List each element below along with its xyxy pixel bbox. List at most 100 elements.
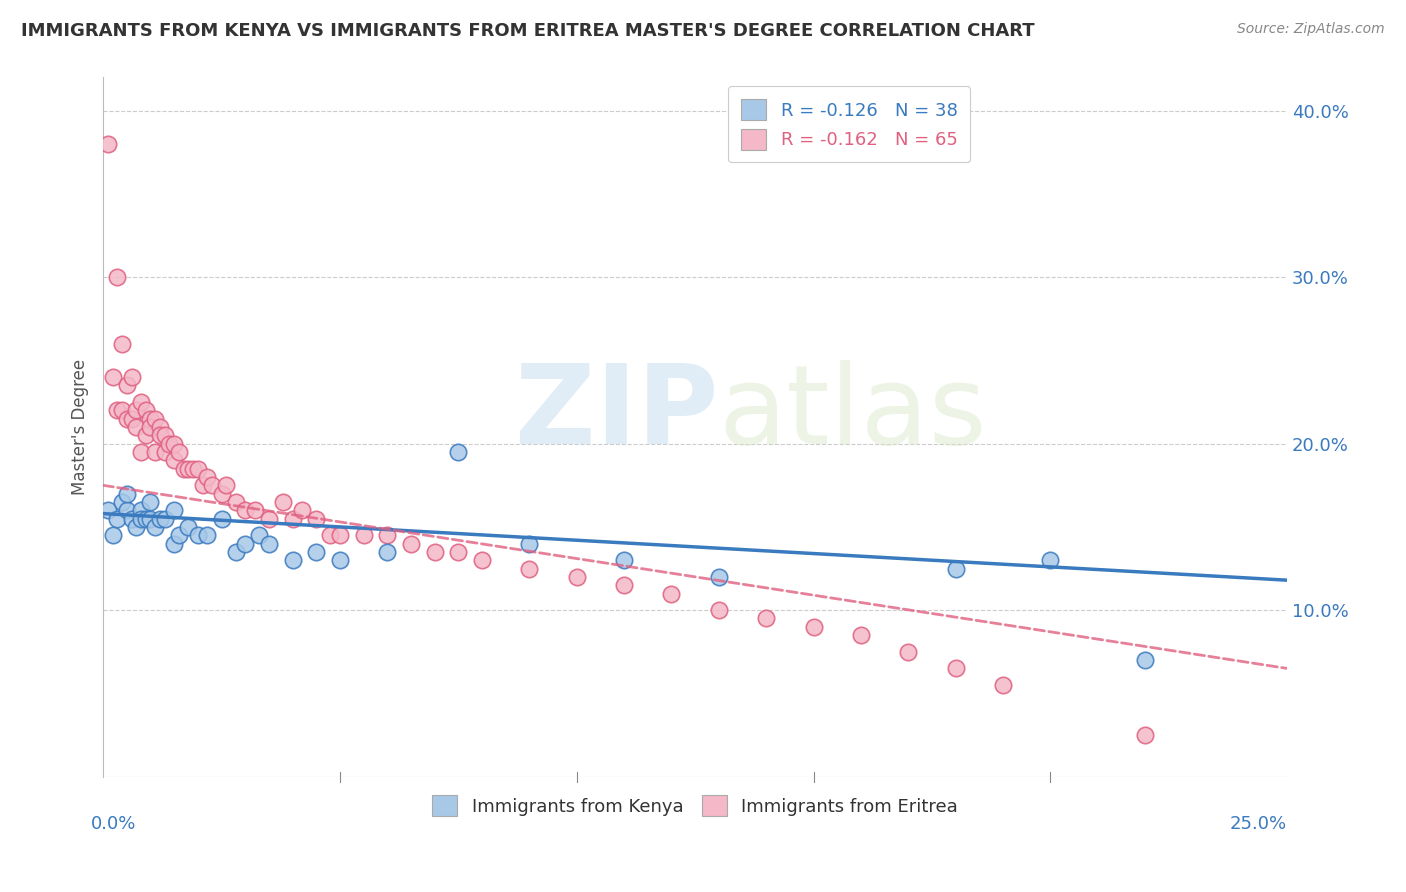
Point (129, 445, 152, 459)
Point (225, 545, 247, 559)
Point (471, 553, 494, 567)
Text: 25.0%: 25.0% (1230, 815, 1286, 833)
Point (163, 503, 186, 517)
Point (129, 395, 152, 409)
Point (755, 611, 778, 625)
Point (517, 561, 540, 575)
Point (177, 461, 200, 475)
Point (517, 536, 540, 550)
Point (375, 545, 398, 559)
Point (613, 578, 636, 592)
Point (897, 645, 920, 659)
Point (153, 445, 176, 459)
Point (945, 561, 967, 575)
Point (105, 511, 128, 525)
Point (125, 403, 148, 417)
Point (201, 478, 224, 492)
Point (129, 503, 152, 517)
Point (97, 503, 120, 517)
Y-axis label: Master's Degree: Master's Degree (72, 359, 89, 495)
Point (1133, 653, 1156, 667)
Point (423, 545, 446, 559)
Point (139, 411, 162, 425)
Point (163, 536, 186, 550)
Point (329, 553, 352, 567)
Point (187, 461, 209, 475)
Point (291, 503, 314, 517)
Point (115, 503, 138, 517)
Point (211, 511, 233, 525)
Point (143, 411, 166, 425)
Point (177, 520, 200, 534)
Point (305, 545, 328, 559)
Point (305, 511, 328, 525)
Point (149, 511, 172, 525)
Point (803, 620, 825, 634)
Point (121, 511, 143, 525)
Point (211, 486, 233, 500)
Point (121, 370, 143, 384)
Point (139, 495, 162, 509)
Point (215, 478, 238, 492)
Point (281, 511, 304, 525)
Point (105, 403, 128, 417)
Point (375, 528, 398, 542)
Point (153, 511, 176, 525)
Point (129, 511, 152, 525)
Point (139, 420, 162, 434)
Point (707, 570, 730, 584)
Point (187, 528, 209, 542)
Point (153, 428, 176, 442)
Point (447, 445, 470, 459)
Point (191, 478, 214, 492)
Point (195, 528, 218, 542)
Point (159, 436, 181, 450)
Point (167, 445, 190, 459)
Point (111, 495, 134, 509)
Point (243, 503, 266, 517)
Text: atlas: atlas (718, 359, 987, 467)
Point (991, 678, 1014, 692)
Point (111, 403, 134, 417)
Point (319, 528, 342, 542)
Point (281, 553, 304, 567)
Point (353, 528, 375, 542)
Point (707, 603, 730, 617)
Point (257, 511, 280, 525)
Point (121, 411, 143, 425)
Point (163, 436, 186, 450)
Point (167, 528, 190, 542)
Legend: Immigrants from Kenya, Immigrants from Eritrea: Immigrants from Kenya, Immigrants from E… (425, 789, 966, 823)
Point (613, 553, 636, 567)
Point (271, 495, 294, 509)
Point (399, 536, 422, 550)
Point (661, 586, 683, 600)
Point (115, 378, 138, 392)
Point (181, 461, 204, 475)
Point (143, 520, 166, 534)
Point (149, 428, 172, 442)
Point (111, 336, 134, 351)
Point (233, 536, 256, 550)
Point (115, 486, 138, 500)
Point (1039, 553, 1062, 567)
Point (125, 520, 148, 534)
Point (565, 570, 588, 584)
Point (101, 370, 124, 384)
Point (115, 411, 138, 425)
Point (149, 420, 172, 434)
Point (135, 403, 157, 417)
Point (249, 528, 271, 542)
Point (143, 445, 166, 459)
Point (257, 536, 280, 550)
Point (945, 661, 967, 675)
Text: ZIP: ZIP (516, 359, 718, 467)
Point (195, 470, 218, 484)
Point (101, 528, 124, 542)
Text: 0.0%: 0.0% (91, 815, 136, 833)
Point (329, 528, 352, 542)
Point (447, 545, 470, 559)
Point (225, 495, 247, 509)
Point (105, 270, 128, 285)
Point (97, 136, 120, 151)
